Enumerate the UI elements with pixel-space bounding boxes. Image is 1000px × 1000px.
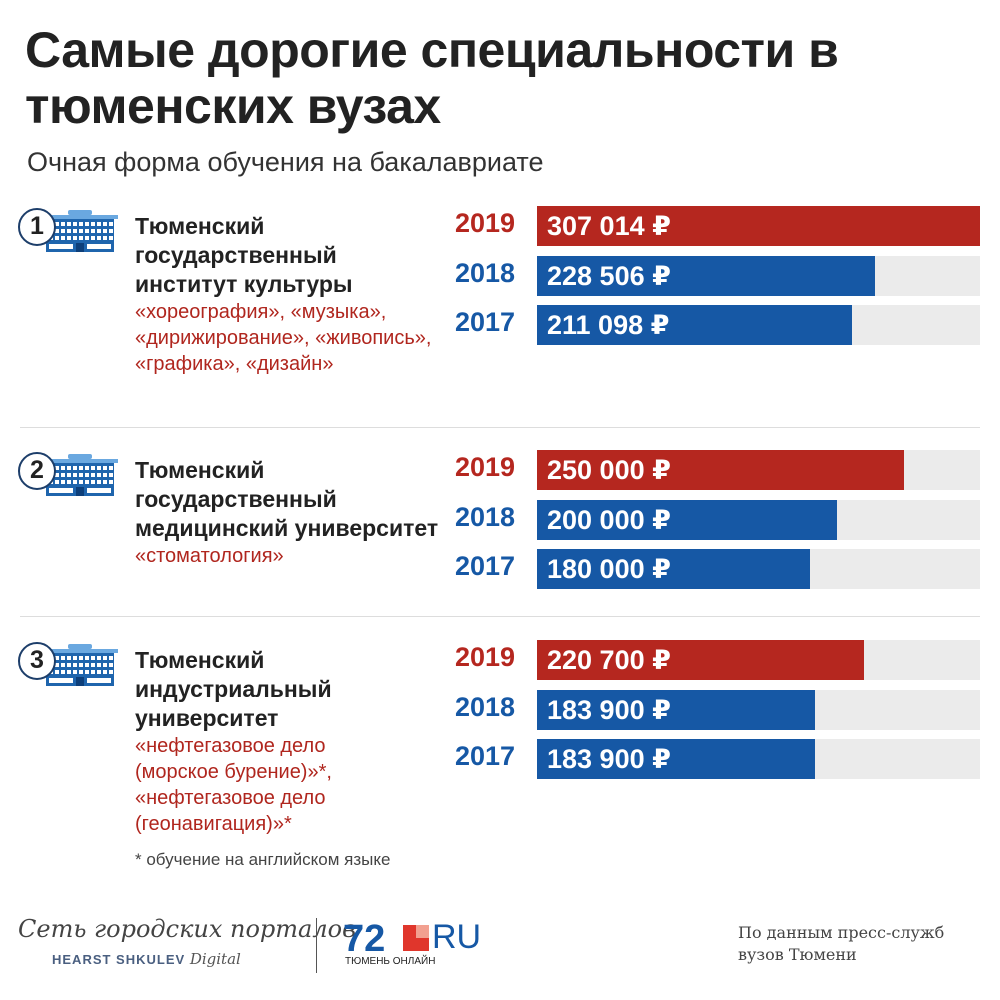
bar-track: 211 098 ₽ bbox=[537, 305, 980, 345]
bar-track: 183 900 ₽ bbox=[537, 689, 980, 730]
year-label: 2019 bbox=[455, 452, 516, 482]
bar-value-label: 183 900 ₽ bbox=[547, 744, 671, 774]
logo-ru: RU bbox=[432, 918, 482, 956]
bar-2018: 200 000 ₽ bbox=[537, 499, 837, 540]
university-name: Тюменский государственный институт культ… bbox=[135, 212, 445, 377]
year-label: 2018 bbox=[455, 501, 516, 532]
specialties: «нефтегазовое дело (морское бурение)»*, … bbox=[135, 735, 332, 835]
year-label: 2018 bbox=[455, 691, 516, 722]
specialties: «хореография», «музыка», «дирижирование»… bbox=[135, 301, 432, 375]
bar-2019: 307 014 ₽ bbox=[537, 206, 980, 246]
bar-value-label: 228 506 ₽ bbox=[547, 260, 671, 291]
bar-track: 307 014 ₽ bbox=[537, 206, 980, 246]
bar-2017: 211 098 ₽ bbox=[537, 305, 852, 345]
logo-72: 72 bbox=[343, 918, 386, 960]
year-label: 2018 bbox=[455, 257, 516, 288]
group-divider bbox=[20, 616, 980, 617]
bar-value-label: 250 000 ₽ bbox=[547, 455, 671, 485]
footnote: * обучение на английском языке bbox=[135, 850, 391, 869]
year-label: 2017 bbox=[455, 307, 516, 337]
university-title: Тюменский государственный институт культ… bbox=[135, 213, 353, 297]
university-title: Тюменский индустриальный университет bbox=[135, 647, 332, 731]
bar-track: 200 000 ₽ bbox=[537, 499, 980, 540]
bar-track: 228 506 ₽ bbox=[537, 255, 980, 296]
year-label: 2019 bbox=[455, 642, 516, 672]
university-name: Тюменский государственный медицинский ун… bbox=[135, 456, 445, 569]
rank-badge: 2 bbox=[18, 452, 56, 490]
bar-2019: 250 000 ₽ bbox=[537, 450, 904, 490]
hearst-text: HEARST SHKULEV bbox=[52, 952, 186, 967]
bar-value-label: 200 000 ₽ bbox=[547, 504, 671, 535]
bar-2018: 183 900 ₽ bbox=[537, 689, 816, 730]
logo-square-accent-icon bbox=[416, 925, 429, 938]
bar-value-label: 180 000 ₽ bbox=[547, 554, 671, 584]
group-divider bbox=[20, 427, 980, 428]
logo-city: ТЮМЕНЬ ОНЛАЙН bbox=[345, 956, 436, 967]
bar-value-label: 183 900 ₽ bbox=[547, 694, 671, 725]
network-logo: Сеть городских порталов bbox=[18, 915, 357, 943]
building-icon bbox=[40, 454, 118, 496]
source-note: По данным пресс-служб вузов Тюмени bbox=[738, 923, 945, 964]
divider bbox=[316, 918, 317, 973]
digital-text: Digital bbox=[189, 950, 241, 968]
year-label: 2017 bbox=[455, 551, 516, 581]
bar-track: 180 000 ₽ bbox=[537, 549, 980, 589]
hearst-logo: HEARST SHKULEV Digital bbox=[52, 950, 241, 968]
page-title: Самые дорогие специальности в тюменских … bbox=[25, 22, 839, 134]
bar-2017: 183 900 ₽ bbox=[537, 739, 816, 779]
university-title: Тюменский государственный медицинский ун… bbox=[135, 457, 439, 541]
bar-value-label: 220 700 ₽ bbox=[547, 645, 671, 675]
bar-2019: 220 700 ₽ bbox=[537, 640, 865, 680]
rank-badge: 3 bbox=[18, 642, 56, 680]
specialties: «стоматология» bbox=[135, 545, 284, 567]
rank-badge: 1 bbox=[18, 208, 56, 246]
bar-2018: 228 506 ₽ bbox=[537, 255, 875, 296]
bar-track: 220 700 ₽ bbox=[537, 640, 980, 680]
bar-track: 250 000 ₽ bbox=[537, 450, 980, 490]
bar-value-label: 307 014 ₽ bbox=[547, 211, 671, 241]
bar-track: 183 900 ₽ bbox=[537, 739, 980, 779]
bar-2017: 180 000 ₽ bbox=[537, 549, 810, 589]
bar-value-label: 211 098 ₽ bbox=[547, 310, 670, 340]
subtitle: Очная форма обучения на бакалавриате bbox=[27, 147, 544, 177]
university-name: Тюменский индустриальный университет «неф… bbox=[135, 646, 445, 837]
year-label: 2017 bbox=[455, 741, 516, 771]
year-label: 2019 bbox=[455, 208, 516, 238]
